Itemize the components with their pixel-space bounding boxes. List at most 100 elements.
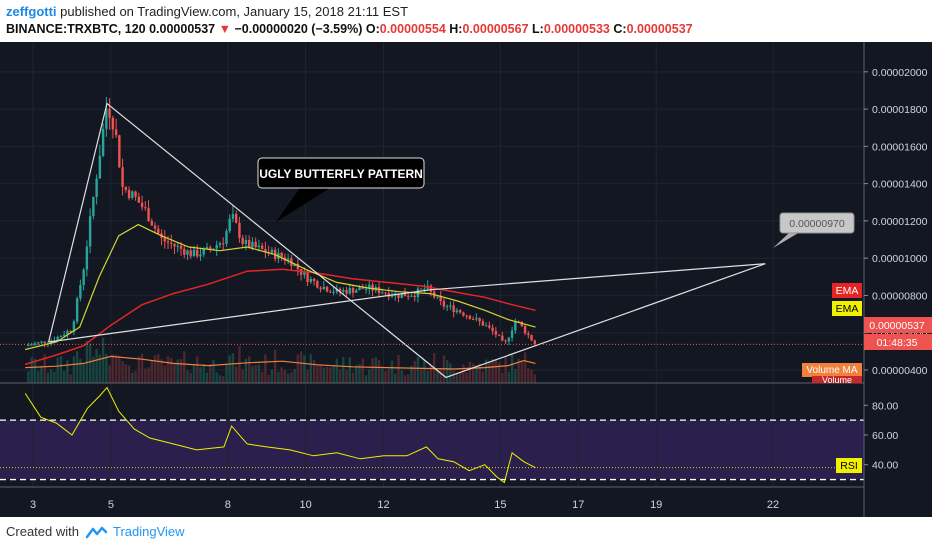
ema-slow-line: [24, 268, 536, 366]
candle-body: [140, 202, 144, 208]
price-tick-label: 0.00001600: [872, 141, 928, 153]
candle-body: [105, 108, 108, 129]
pattern-callout[interactable]: UGLY BUTTERFLY PATTERN: [257, 157, 425, 222]
volume-ma-text: Volume MA: [806, 365, 857, 376]
candle-body: [436, 296, 439, 298]
candle-body: [234, 214, 238, 223]
volume-bar: [283, 370, 287, 383]
author-username[interactable]: zeffgotti: [6, 4, 57, 19]
volume-bar: [127, 365, 131, 383]
target-box: [779, 212, 855, 234]
volume-bar: [40, 365, 43, 383]
chart-area[interactable]: 0.00002000 0.00001800 0.00001600 0.00001400…: [0, 42, 932, 517]
volume-bar: [179, 359, 183, 383]
price-axis[interactable]: 0.00002000 0.00001800 0.00001600 0.00001400…: [864, 67, 928, 377]
volume-bar: [413, 360, 416, 383]
volume-bar: [319, 364, 322, 383]
volume-bar: [111, 354, 115, 383]
candle-body: [491, 327, 494, 332]
volume-bar: [270, 369, 274, 383]
countdown-badge: 01:48:35: [864, 334, 932, 350]
volume-bar: [183, 351, 186, 383]
tradingview-brand[interactable]: TradingView: [112, 524, 185, 539]
volume-bar: [299, 351, 303, 383]
volume-bar: [510, 354, 514, 383]
volume-bar: [95, 348, 98, 383]
volume-bar: [491, 358, 494, 383]
candle-body: [468, 315, 472, 320]
price-chart-svg[interactable]: 0.00002000 0.00001800 0.00001600 0.00001400…: [0, 42, 932, 517]
close-label: C:: [613, 22, 627, 36]
volume-bar: [199, 367, 202, 383]
volume-bar: [53, 371, 56, 383]
volume-bars: [27, 337, 537, 383]
candle-body: [75, 298, 79, 322]
candle-body: [27, 345, 30, 347]
candle-body: [247, 239, 251, 248]
candle-body: [530, 335, 533, 341]
candle-body: [303, 272, 306, 275]
candle-body: [351, 287, 355, 293]
candle-body: [280, 252, 283, 258]
volume-bar: [212, 360, 215, 383]
rsi-axis[interactable]: 80.00 60.00 40.00: [864, 400, 898, 472]
candle-body: [423, 288, 426, 290]
volume-bar: [137, 356, 141, 383]
candle-body: [69, 330, 72, 332]
price-tick-label: 0.00001800: [872, 104, 928, 116]
volume-bar: [374, 357, 377, 383]
volume-bar: [114, 354, 118, 383]
candle-body: [270, 249, 274, 253]
volume-bar: [260, 371, 264, 383]
candle-body: [260, 245, 264, 249]
volume-bar: [303, 355, 306, 383]
pattern-base-line[interactable]: [48, 263, 766, 343]
volume-bar: [394, 373, 397, 383]
time-axis[interactable]: 3 5 8 10 12 15 17 19 22: [30, 499, 779, 511]
time-tick-label: 15: [494, 499, 506, 511]
price-tick-label: 0.00000400: [872, 365, 928, 377]
candle-body: [397, 293, 400, 298]
candle-body: [186, 250, 189, 255]
low-value: 0.00000533: [543, 22, 610, 36]
published-text: published on TradingView.com, January 15…: [60, 4, 409, 19]
candle-body: [241, 237, 244, 244]
volume-bar: [153, 355, 157, 383]
volume-badge: Volume: [812, 375, 862, 385]
butterfly-pattern-line[interactable]: [48, 102, 536, 379]
volume-bar: [342, 356, 345, 383]
candle-body: [309, 278, 313, 282]
volume-bar: [423, 360, 426, 383]
volume-bar: [306, 369, 309, 383]
candle-body: [293, 263, 296, 266]
volume-bar: [131, 372, 134, 383]
candle-body: [390, 295, 394, 297]
candle-body: [407, 296, 410, 298]
time-tick-label: 8: [225, 499, 231, 511]
symbol-label: BINANCE:TRXBTC, 120: [6, 22, 146, 36]
target-pointer: [773, 232, 800, 248]
volume-bar: [163, 365, 166, 383]
target-callout[interactable]: 0.00000970: [773, 212, 855, 248]
candle-body: [475, 318, 478, 320]
pattern-target-line[interactable]: [535, 263, 766, 347]
candle-body: [209, 247, 212, 250]
time-tick-label: 5: [108, 499, 114, 511]
candle-body: [286, 258, 290, 261]
volume-bar: [455, 372, 459, 383]
rsi-tick-label: 40.00: [872, 460, 898, 472]
volume-bar: [309, 354, 313, 383]
volume-bar: [157, 354, 160, 383]
volume-bar: [420, 369, 423, 383]
candle-body: [108, 108, 111, 118]
high-label: H:: [449, 22, 463, 36]
candle-body: [342, 290, 345, 292]
open-value: 0.00000554: [379, 22, 446, 36]
candle-body: [514, 321, 517, 331]
volume-bar: [222, 376, 225, 383]
volume-bar: [475, 365, 478, 383]
candle-body: [189, 250, 192, 257]
candle-body: [316, 281, 319, 288]
volume-ma-line: [25, 355, 536, 370]
pattern-drawings[interactable]: [48, 102, 766, 379]
